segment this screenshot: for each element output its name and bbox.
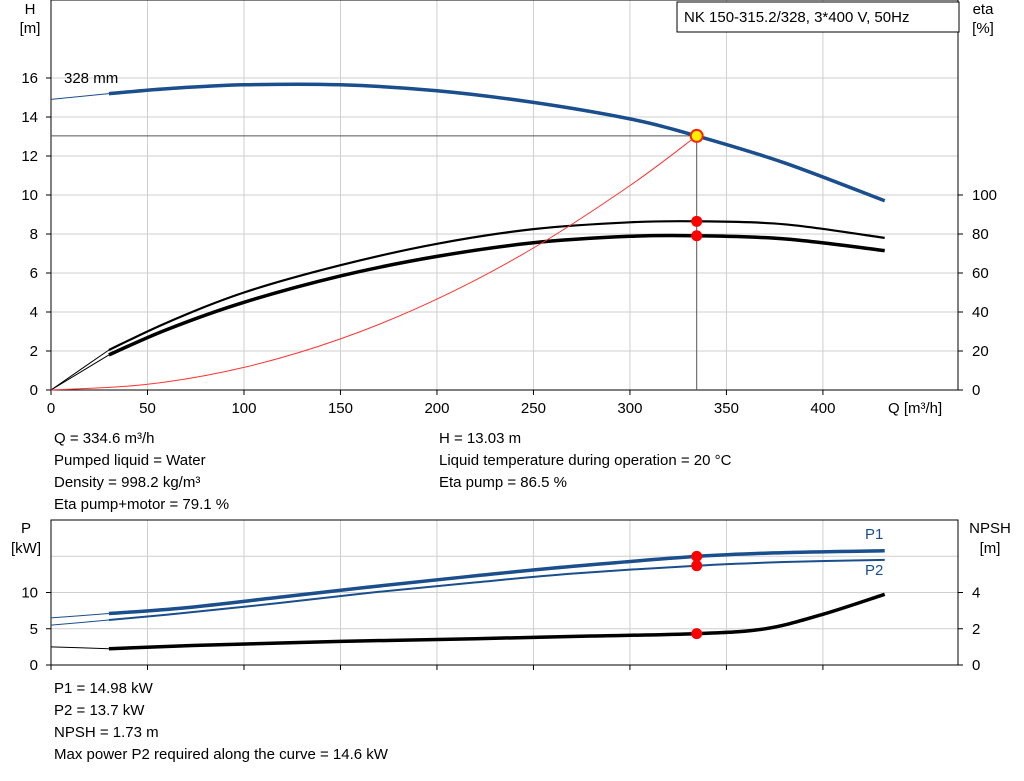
x-tick-label: 0 bbox=[47, 400, 55, 417]
y2-tick-label: 100 bbox=[972, 187, 997, 204]
y-tick-label: 6 bbox=[30, 265, 38, 282]
npsh-marker bbox=[691, 628, 703, 640]
p2-series-label: P2 bbox=[865, 562, 883, 579]
y2-axis-label-top: eta bbox=[973, 1, 995, 18]
bottom-series-2-extrapolation bbox=[50, 646, 109, 650]
npsh-tick-label: 0 bbox=[972, 657, 980, 674]
p-tick-label: 10 bbox=[21, 585, 38, 602]
bottom-series-1-line bbox=[108, 558, 885, 621]
y-tick-label: 8 bbox=[30, 226, 38, 243]
info-head: H = 13.03 m bbox=[439, 430, 522, 447]
info-flow: Q = 334.6 m³/h bbox=[54, 430, 155, 447]
series-0-extrapolation bbox=[50, 93, 109, 100]
info-p2: P2 = 13.7 kW bbox=[54, 702, 145, 719]
info-eta-pump: Eta pump = 86.5 % bbox=[439, 474, 567, 491]
series-2-extrapolation bbox=[50, 354, 110, 391]
x-tick-label: 100 bbox=[231, 400, 256, 417]
p-axis-label: P bbox=[21, 520, 31, 537]
series-1-line bbox=[108, 220, 885, 351]
y-axis-unit-top: [m] bbox=[20, 20, 41, 37]
npsh-tick-label: 4 bbox=[972, 585, 980, 602]
bottom-series-1-extrapolation bbox=[50, 619, 109, 626]
chart-title: NK 150-315.2/328, 3*400 V, 50Hz bbox=[684, 9, 909, 26]
y2-tick-label: 60 bbox=[972, 265, 989, 282]
operating-point-marker bbox=[689, 128, 704, 143]
p1-marker bbox=[691, 550, 703, 562]
p2-marker bbox=[691, 560, 703, 572]
x-tick-label: 400 bbox=[810, 400, 835, 417]
series-0-line bbox=[108, 82, 886, 203]
eta-pump-marker bbox=[691, 215, 703, 227]
y2-tick-label: 80 bbox=[972, 226, 989, 243]
y-axis-label-top: H bbox=[25, 1, 36, 18]
info-liquid-temperature: Liquid temperature during operation = 20… bbox=[439, 452, 732, 469]
info-bottom: P1 = 14.98 kW P2 = 13.7 kW NPSH = 1.73 m… bbox=[54, 678, 388, 766]
p-tick-label: 5 bbox=[30, 621, 38, 638]
y-tick-label: 4 bbox=[30, 304, 38, 321]
y2-tick-label: 0 bbox=[972, 382, 980, 399]
y-tick-label: 10 bbox=[21, 187, 38, 204]
bottom-series-0-extrapolation bbox=[50, 613, 109, 619]
bottom-series-0-line bbox=[108, 549, 885, 616]
bottom-series-2-line bbox=[108, 592, 886, 651]
info-eta-pump-motor: Eta pump+motor = 79.1 % bbox=[54, 496, 230, 513]
info-top-left: Q = 334.6 m³/h Pumped liquid = Water Den… bbox=[54, 428, 229, 516]
eta-total-marker bbox=[691, 230, 703, 242]
info-npsh: NPSH = 1.73 m bbox=[54, 724, 159, 741]
p-tick-label: 0 bbox=[30, 657, 38, 674]
info-p1: P1 = 14.98 kW bbox=[54, 680, 153, 697]
npsh-axis-unit: [m] bbox=[980, 540, 1001, 557]
p1-series-label: P1 bbox=[865, 526, 883, 543]
series-1-extrapolation bbox=[50, 349, 110, 391]
y2-tick-label: 20 bbox=[972, 343, 989, 360]
info-pumped-liquid: Pumped liquid = Water bbox=[54, 452, 206, 469]
x-tick-label: 150 bbox=[328, 400, 353, 417]
x-tick-label: 300 bbox=[617, 400, 642, 417]
y-tick-label: 0 bbox=[30, 382, 38, 399]
title-box bbox=[676, 1, 960, 33]
x-tick-label: 250 bbox=[521, 400, 546, 417]
y-tick-label: 16 bbox=[21, 70, 38, 87]
y2-tick-label: 40 bbox=[972, 304, 989, 321]
x-tick-label: 350 bbox=[714, 400, 739, 417]
info-max-power: Max power P2 required along the curve = … bbox=[54, 746, 388, 763]
info-top-right: H = 13.03 m Liquid temperature during op… bbox=[439, 428, 731, 494]
y2-axis-unit-top: [%] bbox=[972, 20, 994, 37]
npsh-tick-label: 2 bbox=[972, 621, 980, 638]
x-tick-label: 200 bbox=[424, 400, 449, 417]
x-tick-label: 50 bbox=[139, 400, 156, 417]
info-density: Density = 998.2 kg/m³ bbox=[54, 474, 201, 491]
x-axis-label: Q [m³/h] bbox=[888, 400, 942, 417]
y-tick-label: 14 bbox=[21, 109, 38, 126]
y-tick-label: 2 bbox=[30, 343, 38, 360]
impeller-diameter-label: 328 mm bbox=[64, 70, 118, 87]
npsh-axis-label: NPSH bbox=[969, 520, 1011, 537]
series-2-line bbox=[108, 233, 885, 357]
y-tick-label: 12 bbox=[21, 148, 38, 165]
p-axis-unit: [kW] bbox=[11, 540, 41, 557]
series-3-line bbox=[50, 135, 697, 391]
